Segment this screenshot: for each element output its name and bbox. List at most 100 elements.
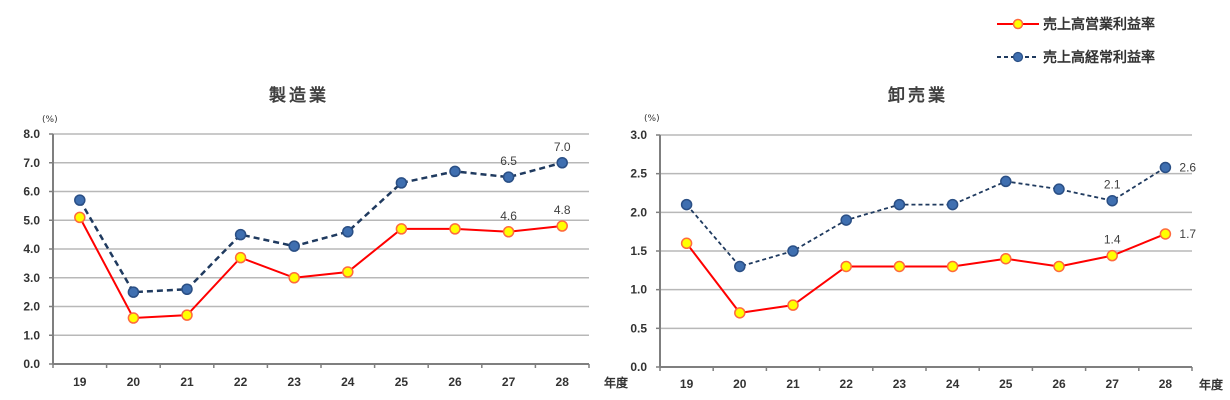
- x-tick-label: 24: [946, 377, 960, 391]
- data-label: 4.8: [554, 203, 571, 217]
- x-tick-label: 28: [1159, 377, 1173, 391]
- data-point-ordinary-profit-ratio: [74, 194, 86, 206]
- data-label: 1.7: [1179, 227, 1196, 241]
- data-point-operating-profit-ratio: [234, 251, 247, 264]
- data-point-operating-profit-ratio: [449, 223, 461, 235]
- x-tick-label: 22: [234, 375, 248, 389]
- x-tick-label: 27: [502, 375, 516, 389]
- data-point-ordinary-profit-ratio: [288, 240, 300, 252]
- legend-marker-circle-icon: [1012, 18, 1024, 30]
- data-point-ordinary-profit-ratio: [734, 260, 746, 273]
- x-tick-label: 21: [786, 377, 800, 391]
- chart-manufacturing: 製造業 (%) 年度 0.0 1.0 2.0 3.0 4.0 5.0 6.0 7.0 8.0 1…: [23, 85, 629, 390]
- data-point-operating-profit-ratio: [288, 272, 300, 284]
- x-tick-label: 26: [448, 375, 462, 389]
- x-tick-label: 27: [1106, 377, 1120, 391]
- data-point-operating-profit-ratio: [1106, 249, 1118, 262]
- x-tick-label: 25: [999, 377, 1013, 391]
- legend-marker-circle-icon: [1012, 51, 1024, 63]
- y-tick-label: 1.0: [23, 328, 40, 342]
- data-point-ordinary-profit-ratio: [1053, 183, 1065, 195]
- x-tick-label: 26: [1052, 377, 1066, 391]
- series-line-ordinary-profit-ratio: [685, 166, 1166, 268]
- data-point-operating-profit-ratio: [342, 266, 354, 278]
- data-point-ordinary-profit-ratio: [342, 226, 354, 238]
- x-unit-label: 年度: [604, 375, 629, 390]
- data-label: 6.5: [500, 154, 517, 168]
- data-point-ordinary-profit-ratio: [234, 228, 247, 241]
- y-unit-label: (%): [42, 115, 58, 125]
- data-label: 7.0: [554, 140, 571, 154]
- data-point-ordinary-profit-ratio: [556, 157, 568, 169]
- x-tick-label: 28: [556, 375, 570, 389]
- data-label: 4.6: [500, 209, 517, 223]
- data-point-operating-profit-ratio: [556, 220, 568, 232]
- data-point-ordinary-profit-ratio: [680, 198, 693, 211]
- data-point-operating-profit-ratio: [74, 211, 86, 224]
- y-tick-label: 1.5: [630, 244, 647, 258]
- legend-item-ordinary: 売上高経常利益率: [997, 49, 1155, 66]
- series-line-operating-profit-ratio: [685, 233, 1166, 314]
- x-tick-label: 23: [288, 375, 302, 389]
- y-tick-label: 0.0: [630, 360, 647, 374]
- y-tick-label: 1.0: [630, 283, 647, 297]
- chart-wholesale: 卸売業 (%) 年度 0.0 0.5 1.0 1.5 2.0 2.5 3.0 19 20 21 2…: [630, 85, 1224, 392]
- x-tick-label: 20: [127, 375, 141, 389]
- x-tick-label: 20: [733, 377, 747, 391]
- data-point-operating-profit-ratio: [395, 223, 408, 235]
- y-tick-label: 2.0: [630, 205, 647, 219]
- x-unit-label: 年度: [1199, 377, 1224, 392]
- data-point-operating-profit-ratio: [787, 299, 799, 311]
- data-point-ordinary-profit-ratio: [1000, 175, 1012, 188]
- data-point-operating-profit-ratio: [840, 260, 852, 273]
- data-point-ordinary-profit-ratio: [395, 177, 408, 189]
- data-point-ordinary-profit-ratio: [127, 286, 140, 298]
- y-tick-label: 6.0: [23, 185, 40, 199]
- x-tick-label: 23: [893, 377, 907, 391]
- chart-title: 製造業: [268, 85, 329, 106]
- data-point-operating-profit-ratio: [1053, 260, 1065, 273]
- data-point-ordinary-profit-ratio: [449, 165, 461, 178]
- data-point-operating-profit-ratio: [1000, 252, 1012, 265]
- chart-title: 卸売業: [888, 85, 948, 106]
- data-point-operating-profit-ratio: [893, 260, 906, 273]
- data-point-ordinary-profit-ratio: [502, 171, 515, 183]
- data-point-operating-profit-ratio: [502, 226, 515, 238]
- y-tick-label: 0.0: [23, 357, 40, 371]
- y-tick-label: 8.0: [23, 127, 40, 141]
- data-point-ordinary-profit-ratio: [946, 198, 959, 211]
- series-line-ordinary-profit-ratio: [78, 161, 563, 294]
- data-label: 2.6: [1179, 160, 1196, 174]
- data-point-operating-profit-ratio: [946, 260, 959, 273]
- legend-label: 売上高経常利益率: [1043, 49, 1155, 66]
- y-tick-label: 3.0: [23, 271, 40, 285]
- y-unit-label: (%): [644, 114, 660, 124]
- legend: 売上高営業利益率 売上高経常利益率: [997, 16, 1155, 66]
- data-point-operating-profit-ratio: [734, 307, 746, 319]
- x-tick-label: 24: [341, 375, 355, 389]
- x-tick-label: 25: [395, 375, 409, 389]
- legend-label: 売上高営業利益率: [1043, 16, 1155, 33]
- y-tick-label: 2.0: [23, 300, 40, 314]
- data-point-operating-profit-ratio: [1159, 228, 1172, 240]
- data-point-operating-profit-ratio: [181, 309, 193, 321]
- y-tick-label: 3.0: [630, 128, 647, 142]
- series-line-operating-profit-ratio: [78, 216, 563, 320]
- x-tick-label: 19: [73, 375, 87, 389]
- y-tick-label: 4.0: [23, 242, 40, 256]
- data-point-ordinary-profit-ratio: [181, 283, 193, 295]
- legend-item-operating: 売上高営業利益率: [997, 16, 1155, 33]
- x-tick-label: 21: [180, 375, 194, 389]
- data-point-operating-profit-ratio: [680, 237, 693, 250]
- data-point-ordinary-profit-ratio: [893, 198, 906, 211]
- x-tick-label: 19: [680, 377, 694, 391]
- y-tick-label: 5.0: [23, 213, 40, 227]
- data-point-ordinary-profit-ratio: [1159, 161, 1172, 174]
- data-label: 1.4: [1104, 233, 1121, 247]
- data-point-ordinary-profit-ratio: [840, 214, 852, 226]
- data-label: 2.1: [1104, 178, 1121, 192]
- data-point-operating-profit-ratio: [127, 312, 140, 324]
- data-point-ordinary-profit-ratio: [1106, 194, 1118, 207]
- y-tick-label: 0.5: [630, 321, 647, 335]
